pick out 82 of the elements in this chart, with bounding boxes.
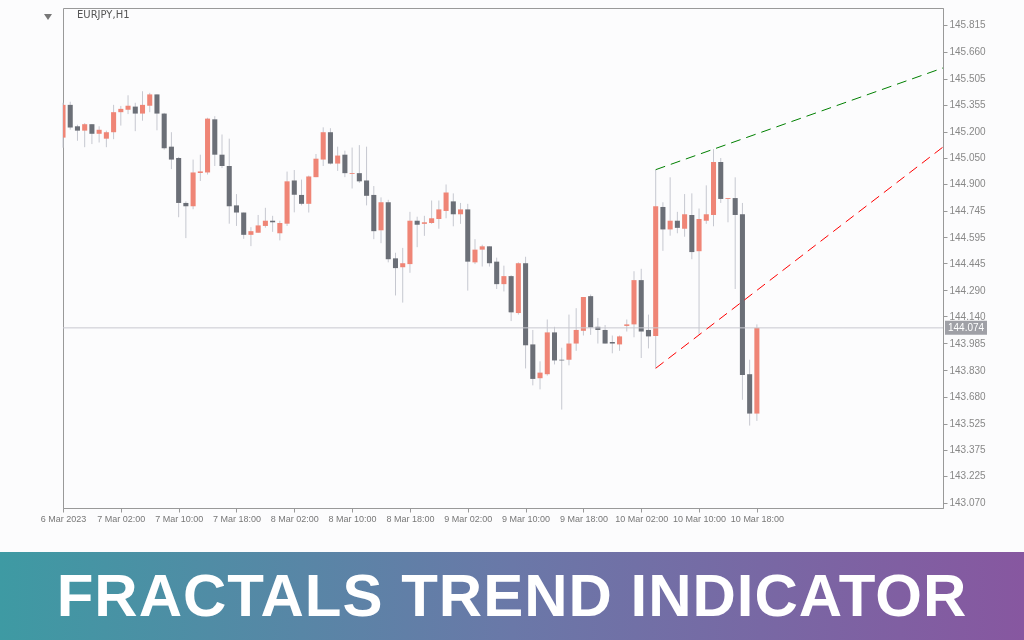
candlestick (197, 154, 203, 182)
candlestick (667, 176, 673, 237)
y-tick-label: 144.900 (949, 178, 987, 190)
x-tick-label: 9 Mar 02:00 (444, 513, 493, 524)
y-tick-label: 144.140 (949, 310, 987, 322)
candlestick (421, 215, 427, 237)
y-tick-label: 143.225 (949, 470, 987, 482)
candlestick (732, 176, 738, 290)
candlestick (342, 150, 348, 178)
x-tick-label: 8 Mar 02:00 (270, 513, 319, 524)
x-tick-label: 9 Mar 18:00 (559, 513, 608, 524)
candlestick (111, 104, 117, 140)
candlestick (241, 212, 247, 240)
y-tick-label: 143.830 (949, 364, 987, 376)
candlestick (335, 146, 341, 172)
candlestick (67, 101, 73, 131)
y-tick-label: 145.505 (949, 73, 987, 85)
y-tick-label: 143.680 (949, 391, 987, 402)
candlestick (725, 197, 731, 223)
candlestick (298, 179, 305, 206)
x-tick-label: 10 Mar 10:00 (673, 513, 727, 524)
candlestick (154, 93, 160, 131)
candlestick (494, 257, 500, 290)
x-tick-label: 6 Mar 2023 (40, 513, 87, 524)
candlestick (414, 216, 420, 248)
x-tick-label: 9 Mar 10:00 (502, 513, 551, 524)
y-tick-label: 144.745 (949, 205, 987, 217)
candlestick (479, 244, 485, 268)
candlestick (356, 144, 362, 184)
candlestick (248, 226, 254, 247)
y-tick-label: 143.985 (949, 337, 987, 349)
candlestick (168, 131, 174, 170)
y-tick-label: 144.290 (949, 284, 987, 296)
x-tick-label: 10 Mar 18:00 (730, 513, 784, 524)
y-tick-label: 143.525 (949, 418, 987, 430)
candlestick (96, 125, 102, 143)
candlestick (392, 252, 399, 296)
candlestick (703, 184, 709, 225)
x-tick-label: 7 Mar 02:00 (97, 513, 146, 524)
candlestick (82, 122, 88, 148)
candlestick (147, 92, 153, 113)
candlestick (429, 200, 435, 225)
candlestick (291, 169, 297, 213)
y-tick-label: 145.355 (949, 99, 987, 111)
candlestick (62, 102, 66, 149)
candlestick (450, 192, 456, 227)
candlestick (132, 102, 138, 132)
candlestick (674, 211, 680, 234)
candlestick (349, 147, 355, 189)
y-tick-label: 145.815 (949, 19, 987, 31)
x-tick-label: 7 Mar 10:00 (155, 513, 204, 524)
candlestick (139, 90, 146, 122)
candlestick (501, 265, 507, 292)
candlestick (682, 193, 688, 238)
candlestick (660, 201, 666, 252)
candlestick (233, 193, 239, 227)
x-tick-label: 10 Mar 02:00 (615, 513, 669, 524)
y-tick-label: 144.445 (949, 257, 987, 269)
y-tick-label: 143.375 (949, 444, 987, 456)
x-tick-label: 7 Mar 18:00 (212, 513, 261, 524)
candlestick (436, 200, 442, 230)
candlestick (458, 202, 464, 225)
y-tick-label: 144.595 (949, 231, 987, 243)
candlestick (125, 94, 131, 115)
candlestick (277, 220, 283, 241)
candlestick (219, 133, 225, 169)
y-tick-label: 143.070 (949, 497, 987, 509)
y-tick-label: 145.200 (949, 126, 987, 138)
annotation: EURJPY,H1 (77, 9, 130, 20)
candlestick (364, 146, 370, 206)
x-tick-label: 8 Mar 10:00 (328, 513, 377, 524)
y-tick-label: 145.660 (949, 46, 987, 58)
candlestick (262, 207, 268, 229)
ref-line-label: 144.074 (948, 321, 985, 333)
candlestick (472, 238, 478, 265)
candlestick (486, 245, 492, 268)
candlestick (443, 183, 449, 219)
candlestick (89, 123, 95, 145)
y-tick-label: 145.050 (949, 152, 987, 164)
candlestick (400, 247, 406, 304)
text: FRACTALS TREND INDICATOR (0, 552, 1024, 640)
x-tick-label: 8 Mar 18:00 (386, 513, 435, 524)
